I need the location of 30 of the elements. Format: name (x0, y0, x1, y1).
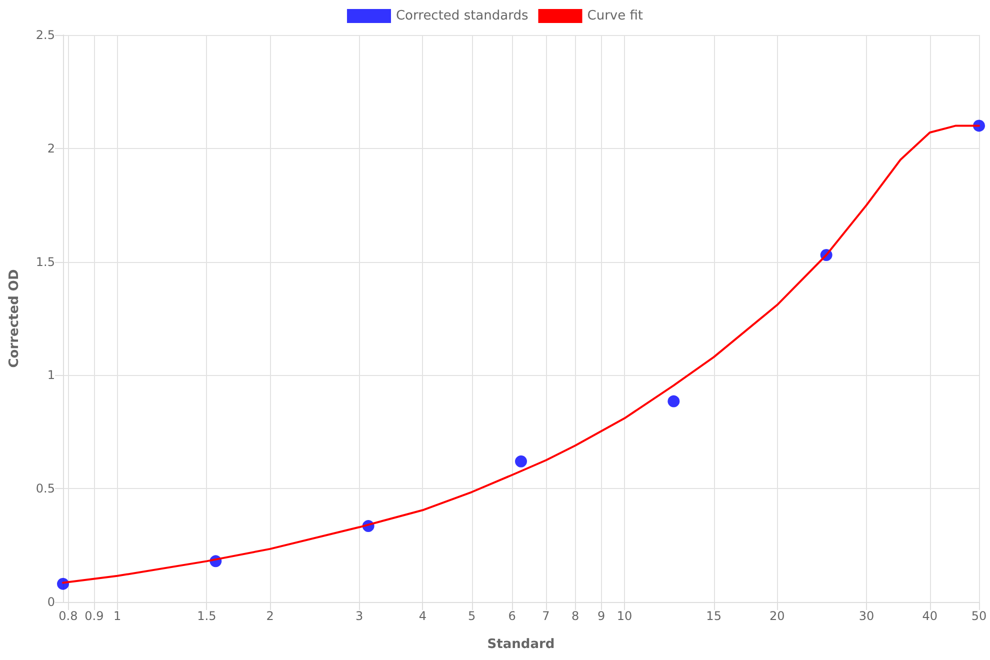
x-tick-label: 15 (706, 609, 722, 623)
point (668, 395, 680, 408)
x-tick-label: 6 (508, 609, 516, 623)
x-tick-label: 2 (266, 609, 274, 623)
y-axis-title: Corrected OD (7, 269, 22, 368)
x-tick-label: 10 (616, 609, 632, 623)
x-tick-label: 50 (971, 609, 987, 623)
legend-label: Corrected standards (396, 8, 528, 24)
x-tick-label: 8 (572, 609, 580, 623)
point (515, 455, 527, 468)
x-tick-label: 0.9 (84, 609, 104, 623)
y-tick-label: 2.5 (36, 28, 55, 42)
x-tick-label: 9 (597, 609, 606, 623)
x-tick-label: 40 (922, 609, 938, 623)
x-tick-label: 30 (858, 609, 874, 623)
x-tick-label: 4 (418, 609, 427, 623)
x-tick-label: 3 (356, 609, 364, 623)
y-tick-label: 1 (47, 368, 55, 382)
y-tick-label: 1.5 (36, 254, 55, 269)
y-tick-label: 0 (47, 595, 55, 609)
x-tick-label: 5 (468, 609, 476, 623)
x-tick-label: 1.5 (197, 609, 216, 623)
y-tick-label: 2 (47, 141, 55, 156)
legend-label: Curve fit (587, 8, 644, 24)
x-tick-label: 20 (770, 609, 785, 623)
x-axis-title: Standard (487, 637, 555, 652)
x-tick-label: 7 (542, 609, 550, 623)
x-tick-label: 1 (114, 609, 122, 623)
x-tick-label: 0.8 (58, 609, 78, 623)
y-tick-label: 0.5 (36, 482, 55, 496)
